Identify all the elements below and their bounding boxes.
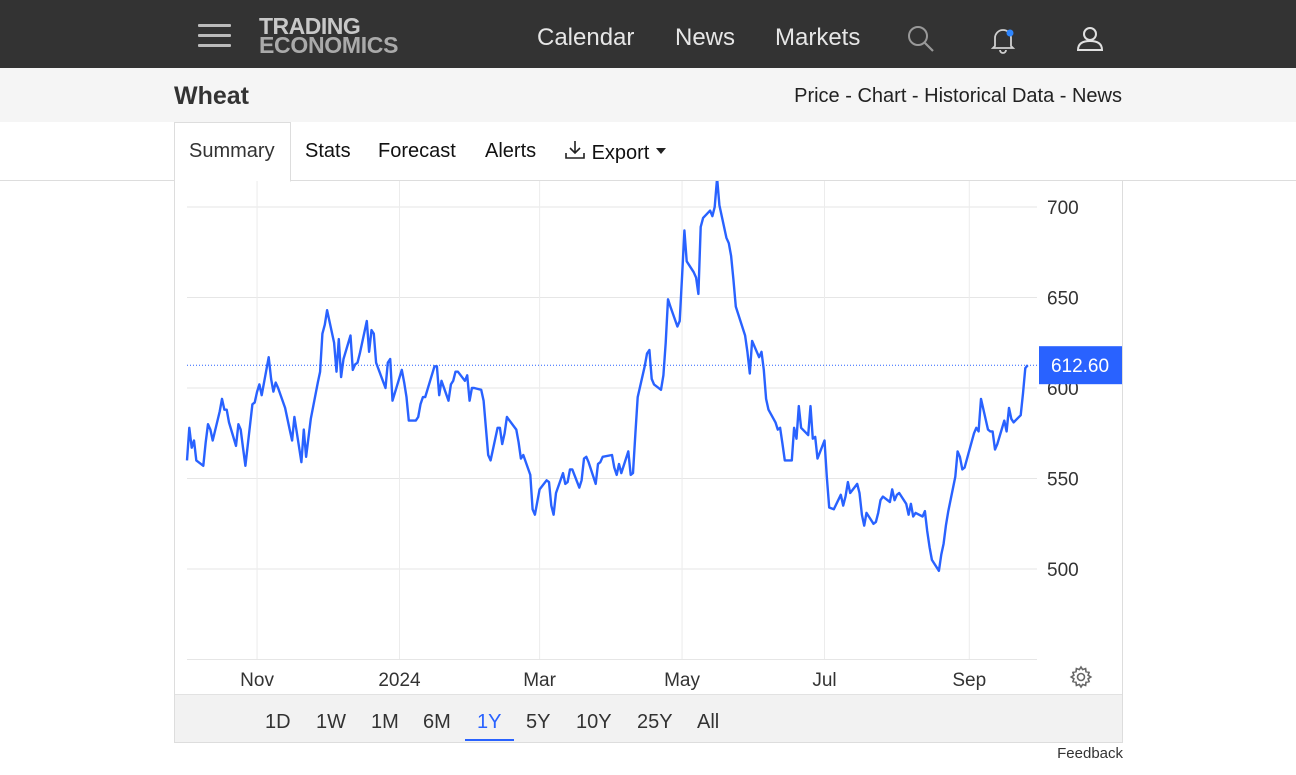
link-chart[interactable]: Chart [857,85,907,107]
range-5y[interactable]: 5Y [526,711,551,733]
range-1y[interactable]: 1Y [477,711,502,733]
nav-news[interactable]: News [675,24,736,51]
active-range-indicator [465,739,514,741]
bell-icon[interactable] [988,24,1018,54]
nav-markets[interactable]: Markets [775,24,861,51]
link-historical-data[interactable]: Historical Data [924,85,1055,107]
chart-grid [187,181,1037,660]
x-tick-label: Mar [523,670,556,691]
tab-summary[interactable]: Summary [189,140,275,162]
tab-alerts[interactable]: Alerts [485,140,537,162]
site-logo[interactable]: TRADING ECONOMICS [259,13,399,58]
hamburger-menu-icon[interactable] [198,24,231,48]
range-1w[interactable]: 1W [316,711,346,733]
y-tick-label: 500 [1047,560,1079,581]
nav-calendar[interactable]: Calendar [537,24,635,51]
tab-summary-active [174,122,291,182]
x-tick-label: May [664,670,700,691]
x-tick-label: Jul [812,670,836,691]
y-tick-label: 700 [1047,198,1079,219]
last-price-badge [1039,346,1122,385]
link-separator: - [906,85,925,107]
chart-labels: 500 550 600 650 700 Nov 2024 Mar May Jul Sep 612.60 [240,198,1122,691]
tab-stats[interactable]: Stats [305,140,351,162]
link-separator: - [1054,85,1072,107]
range-selector [175,694,1122,742]
user-account-icon[interactable] [1075,24,1105,54]
link-separator: - [839,85,858,107]
range-1m[interactable]: 1M [371,711,399,733]
x-tick-label: Sep [952,670,986,691]
price-line [185,181,1029,572]
range-all[interactable]: All [697,711,720,733]
x-tick-label: 2024 [378,670,421,691]
feedback-link[interactable]: Feedback [1057,745,1123,762]
range-10y[interactable]: 10Y [576,711,612,733]
x-tick-label: Nov [240,670,274,691]
download-icon [565,141,585,159]
export-dropdown[interactable]: Export [564,139,667,165]
y-tick-label: 650 [1047,289,1079,310]
gear-icon[interactable] [1069,665,1093,689]
page-title: Wheat [174,82,249,110]
caret-down-icon [655,148,666,154]
page-subheader [0,68,1296,122]
section-links: Price - Chart - Historical Data - News [794,85,1122,108]
chart-series [185,181,1037,572]
price-chart[interactable]: 500 550 600 650 700 Nov 2024 Mar May Jul Sep 612.60 [175,181,1122,694]
logo-line2: ECONOMICS [259,32,399,58]
chart-container [174,181,1123,743]
last-price-label: 612.60 [1051,356,1109,377]
link-news[interactable]: News [1071,85,1122,107]
range-1d[interactable]: 1D [265,711,291,733]
logo-line1: TRADING [259,13,361,39]
link-price[interactable]: Price [794,85,840,107]
search-icon[interactable] [906,24,936,54]
range-25y[interactable]: 25Y [637,711,673,733]
export-label: Export [591,142,650,164]
y-tick-label: 550 [1047,470,1079,491]
tab-forecast[interactable]: Forecast [378,140,456,162]
y-tick-label: 600 [1047,379,1079,400]
range-6m[interactable]: 6M [423,711,451,733]
